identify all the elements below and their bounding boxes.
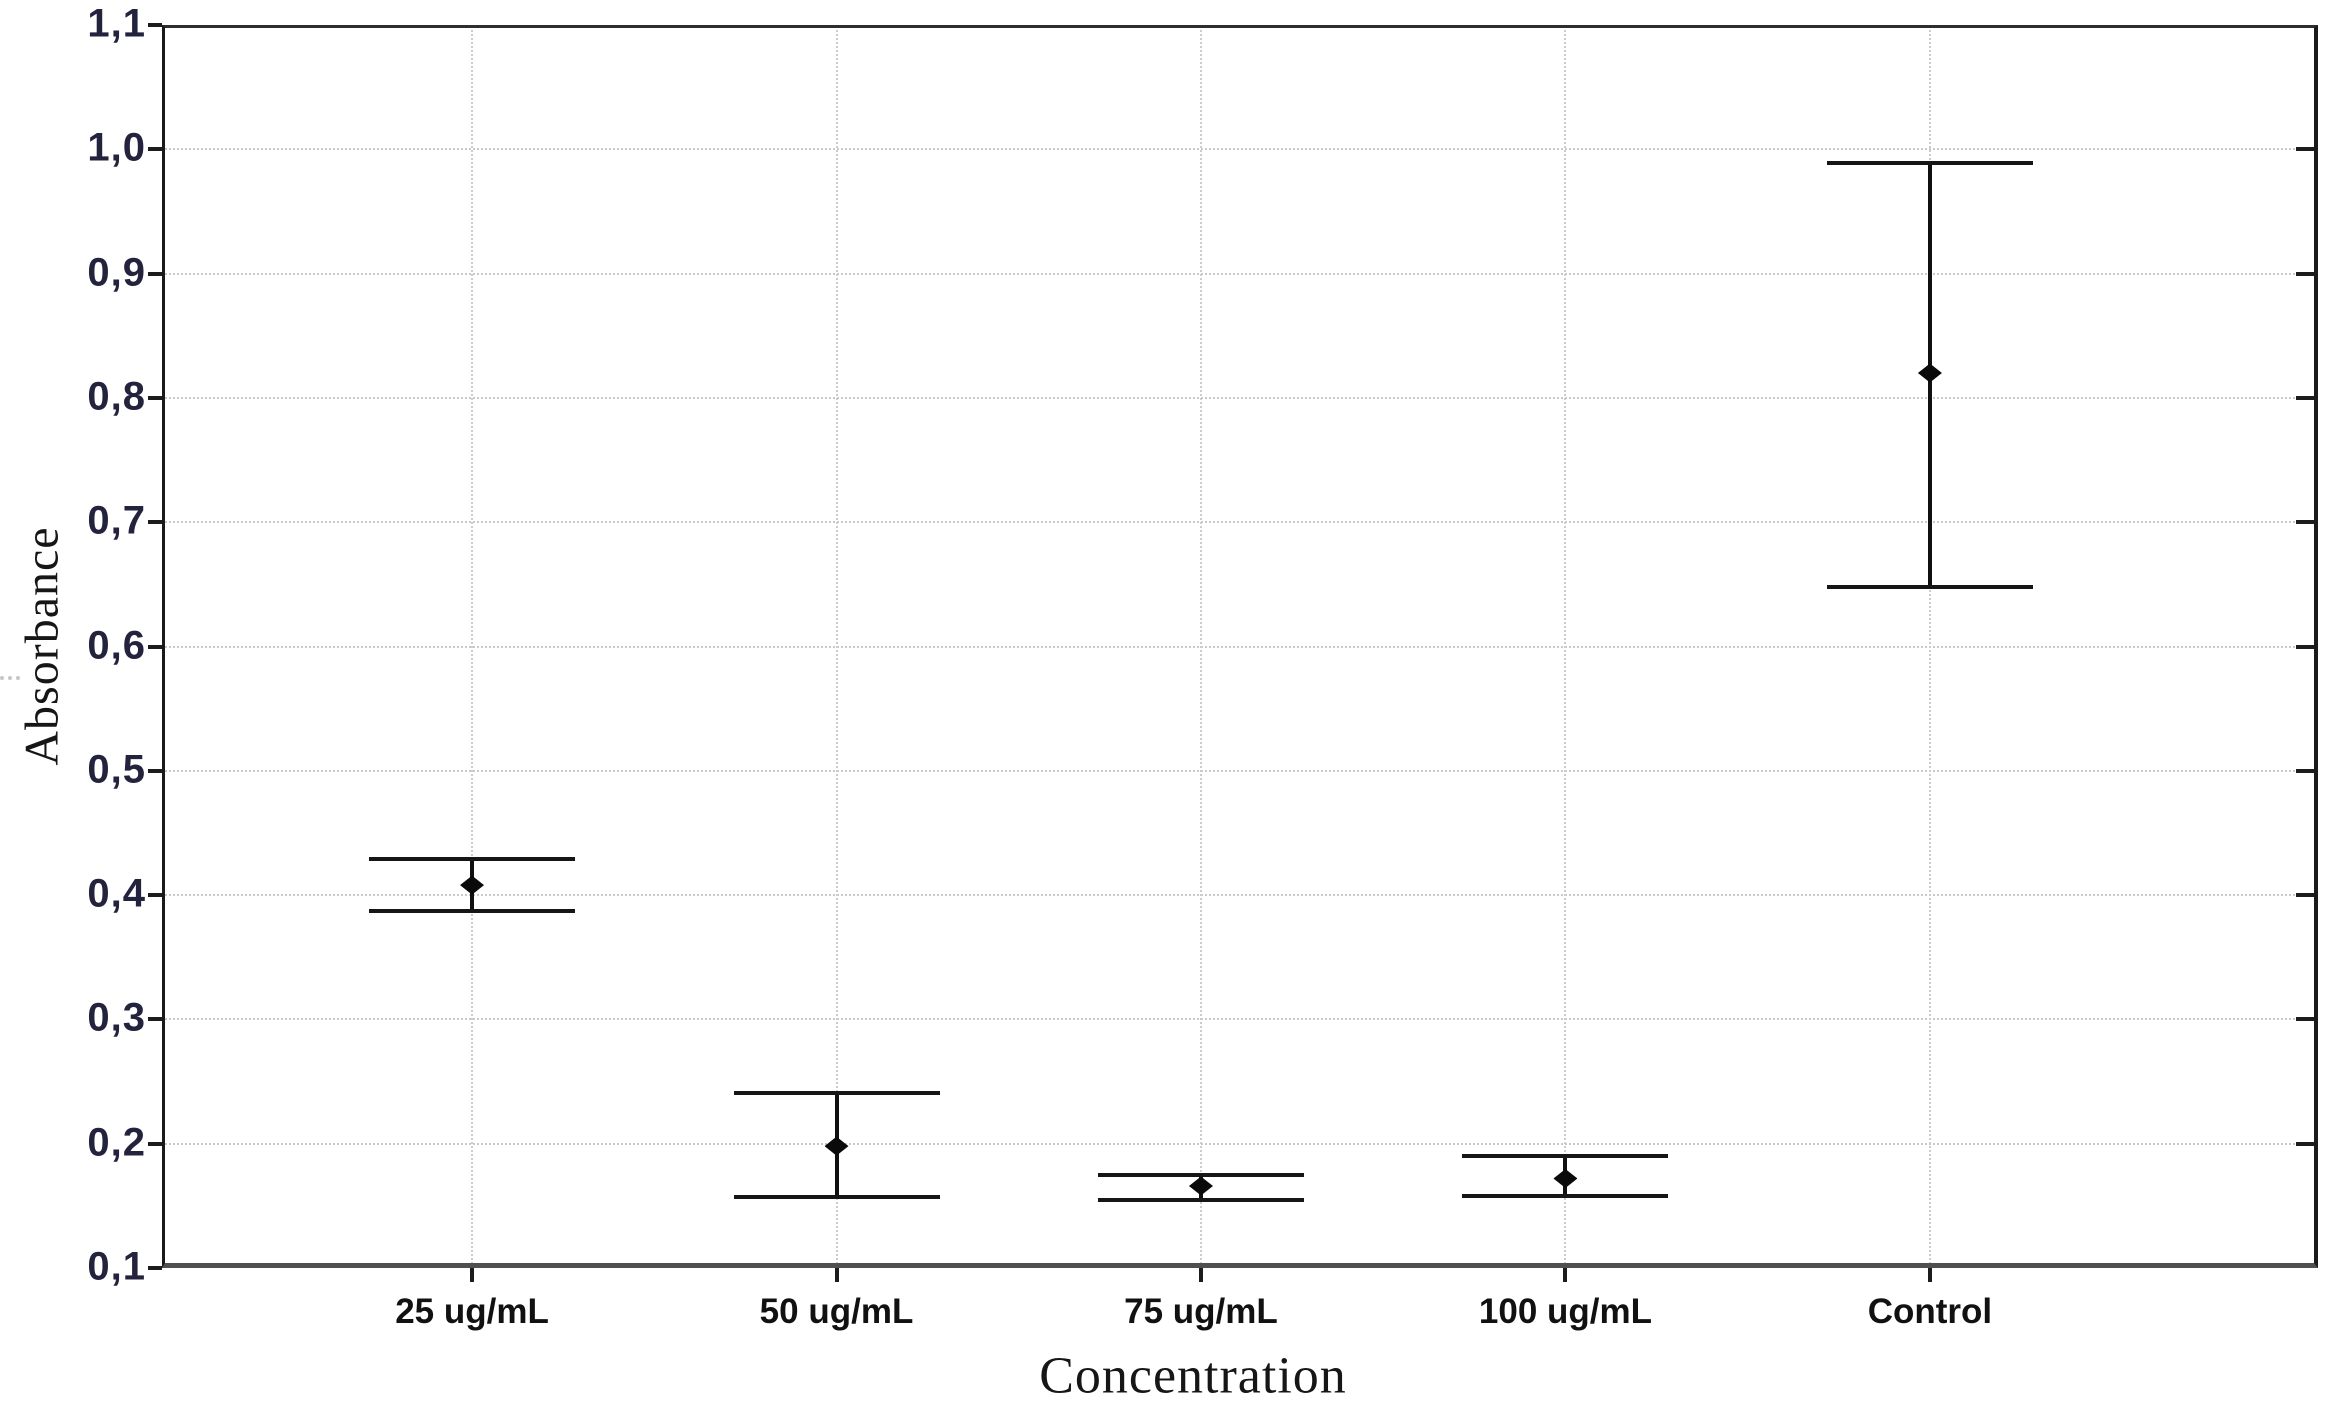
y-tick-label: 1,1 <box>87 1 146 46</box>
y-tick-left <box>148 520 162 525</box>
y-tick-left <box>148 395 162 400</box>
y-tick-right <box>2296 147 2314 152</box>
x-category-label: 25 ug/mL <box>395 1292 549 1331</box>
x-category-label: 50 ug/mL <box>759 1292 914 1331</box>
y-tick-label: 0,8 <box>87 374 146 419</box>
edge-artifact <box>0 676 20 680</box>
h-gridline <box>162 148 2318 151</box>
y-tick-left <box>148 1141 162 1146</box>
y-tick-right <box>2296 644 2314 649</box>
y-tick-left <box>148 893 162 898</box>
h-gridline <box>162 521 2318 524</box>
h-gridline <box>162 1018 2318 1021</box>
y-tick-left <box>148 768 162 773</box>
v-gridline <box>471 25 474 1268</box>
y-tick-right <box>2296 1141 2314 1146</box>
y-tick-label: 0,1 <box>87 1244 146 1289</box>
error-bar-cap-bottom <box>1097 1197 1304 1202</box>
v-gridline <box>1564 25 1567 1268</box>
y-tick-label: 0,6 <box>87 623 146 668</box>
error-bar-cap-top <box>369 857 576 862</box>
y-tick-right <box>2296 520 2314 525</box>
y-tick-label: 0,7 <box>87 498 146 543</box>
y-tick-left <box>148 1017 162 1022</box>
y-tick-right <box>2296 768 2314 773</box>
y-tick-label: 0,3 <box>87 995 146 1040</box>
x-category-label: Control <box>1867 1292 1993 1331</box>
y-tick-left <box>148 147 162 152</box>
x-tick <box>1927 1268 1932 1282</box>
y-tick-left <box>148 271 162 276</box>
h-gridline <box>162 894 2318 897</box>
x-tick <box>834 1268 839 1282</box>
v-gridline <box>1928 25 1931 1268</box>
y-tick-label: 0,2 <box>87 1120 146 1165</box>
y-tick-left <box>148 1266 162 1270</box>
h-gridline <box>162 272 2318 275</box>
h-gridline <box>162 769 2318 772</box>
mean-marker <box>460 875 485 895</box>
v-gridline <box>835 25 838 1268</box>
y-tick-right <box>2296 395 2314 400</box>
y-tick-label: 0,9 <box>87 250 146 295</box>
error-bar-cap-top <box>1097 1172 1304 1177</box>
plot-area <box>162 25 2318 1268</box>
x-tick <box>1563 1268 1568 1282</box>
y-tick-right <box>2296 271 2314 276</box>
x-category-label: 100 ug/mL <box>1478 1292 1652 1331</box>
error-bar-cap-top <box>1462 1154 1669 1159</box>
error-bar-cap-bottom <box>1826 584 2033 589</box>
v-gridline <box>1199 25 1202 1268</box>
error-bar-cap-bottom <box>369 909 576 914</box>
y-tick-left <box>148 23 162 27</box>
y-tick-right <box>2296 1017 2314 1022</box>
mean-marker <box>1917 363 1942 383</box>
h-gridline <box>162 396 2318 399</box>
error-bar-cap-top <box>1826 160 2033 165</box>
x-axis-title: Concentration <box>1039 1347 1347 1405</box>
y-tick-label: 1,0 <box>87 125 146 170</box>
y-tick-left <box>148 644 162 649</box>
x-tick <box>1198 1268 1203 1282</box>
mean-marker <box>1188 1176 1213 1196</box>
y-tick-right <box>2296 893 2314 898</box>
h-gridline <box>162 645 2318 648</box>
x-tick <box>470 1268 475 1282</box>
h-gridline <box>162 1142 2318 1145</box>
y-tick-label: 0,4 <box>87 871 146 916</box>
error-bar-cap-bottom <box>733 1195 940 1200</box>
mean-marker <box>824 1136 849 1156</box>
x-category-label: 75 ug/mL <box>1124 1292 1278 1331</box>
mean-marker <box>1553 1169 1578 1188</box>
error-bar-cap-bottom <box>1462 1193 1669 1198</box>
y-tick-label: 0,5 <box>87 747 146 792</box>
error-bar-cap-top <box>733 1090 940 1095</box>
